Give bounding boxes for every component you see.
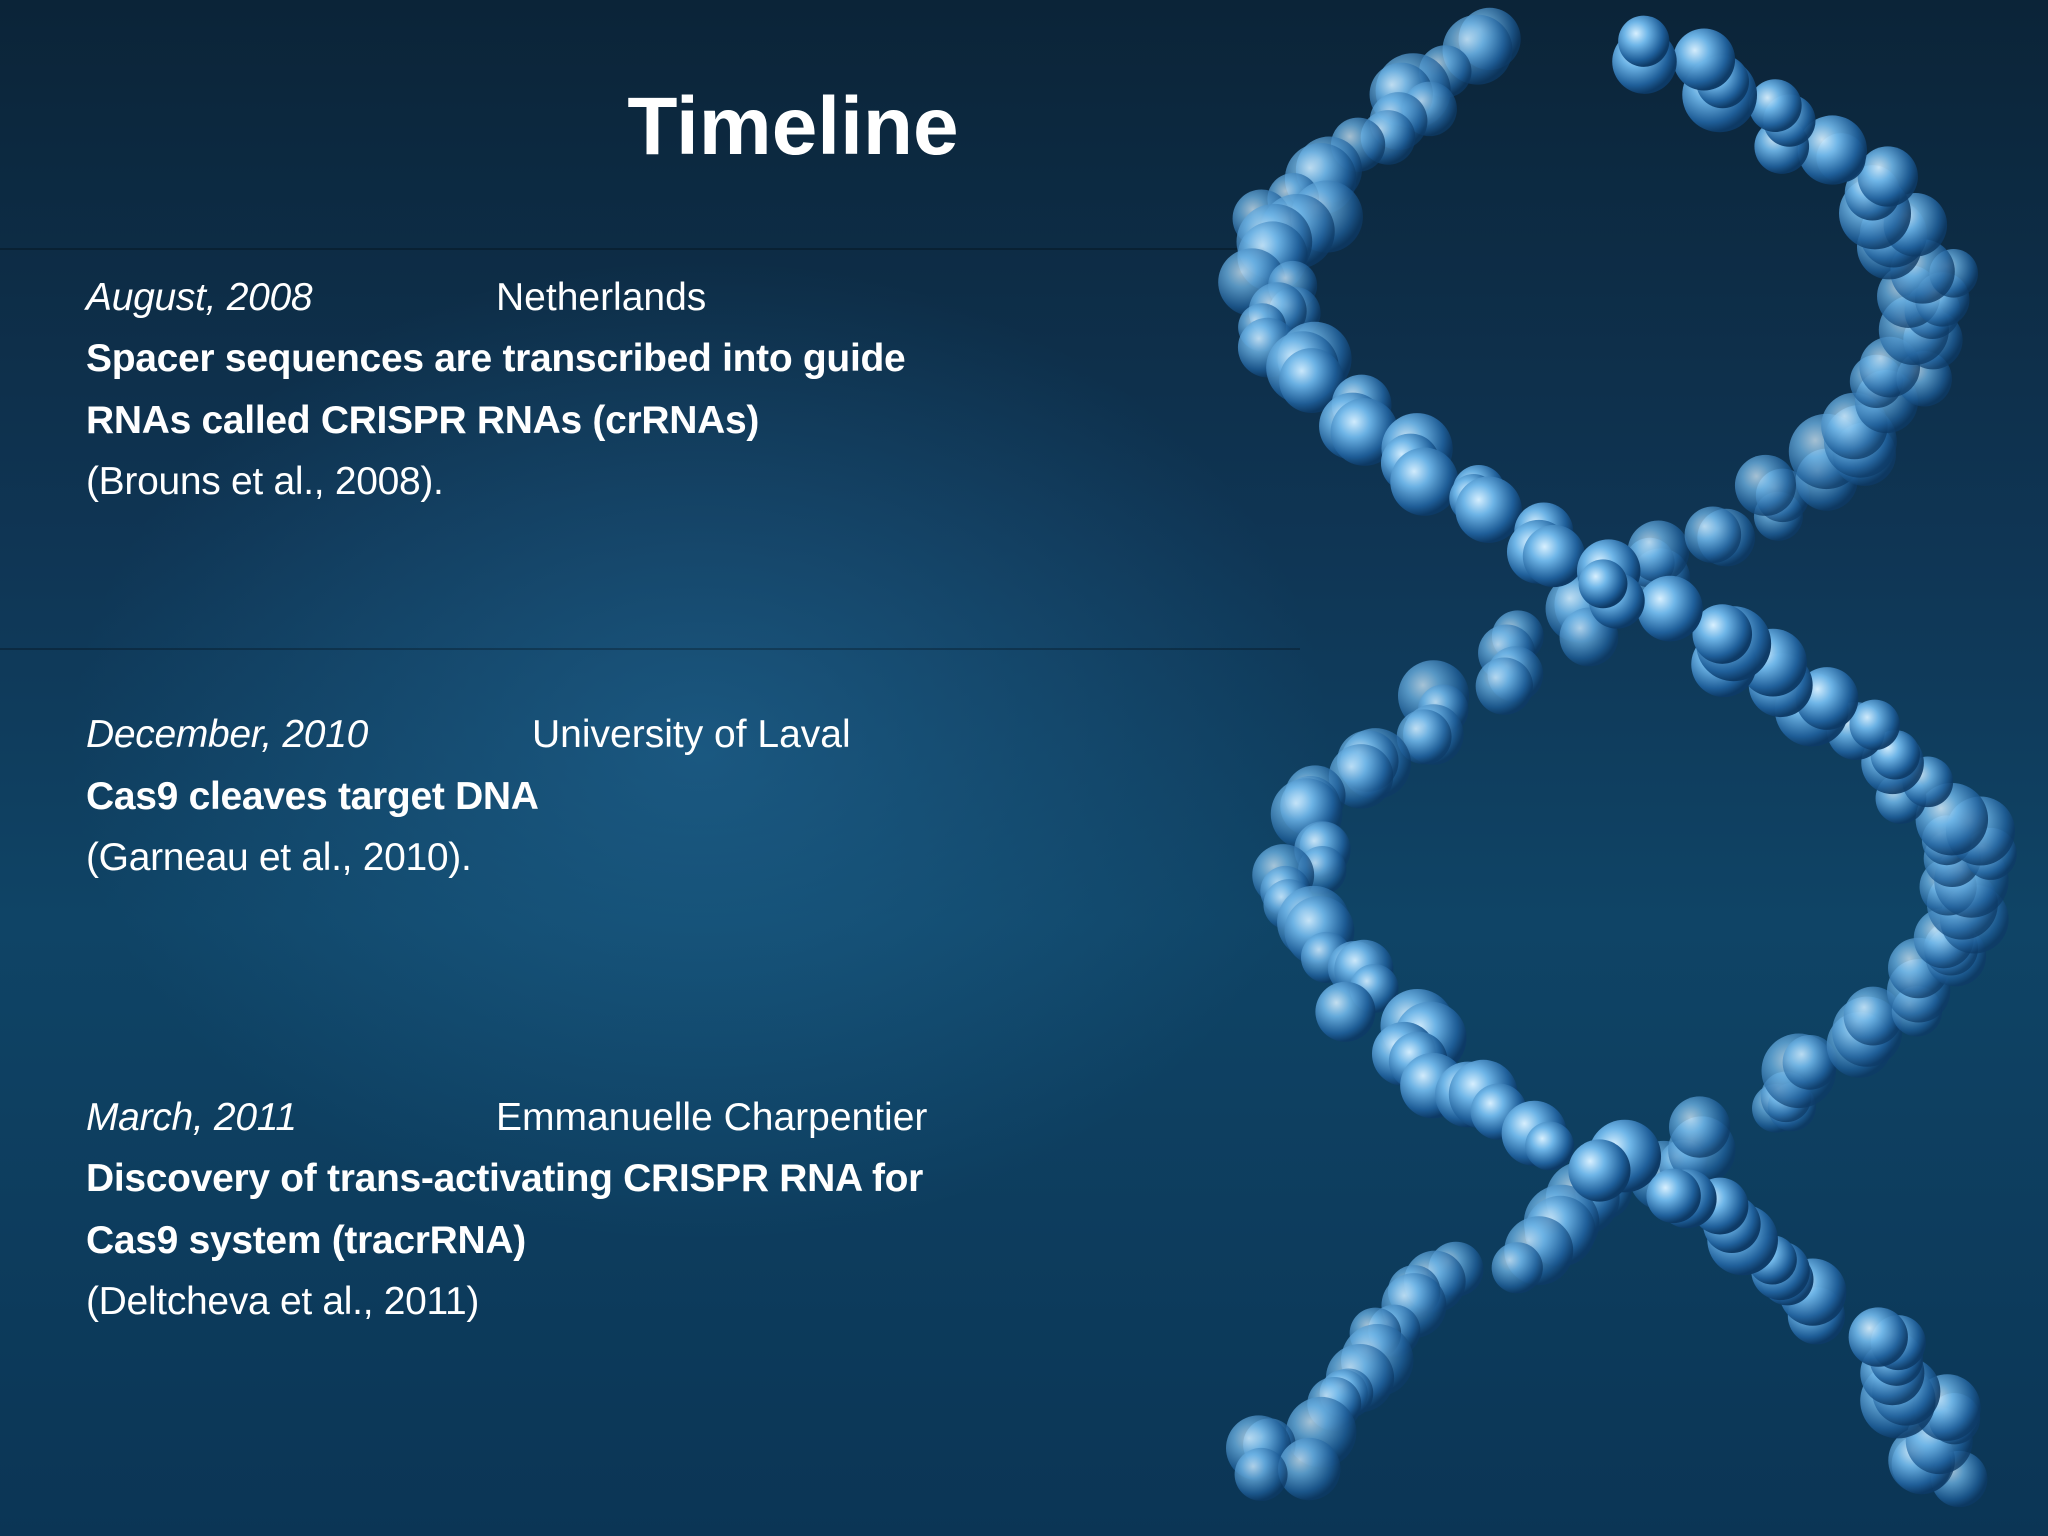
dna-bead bbox=[1618, 15, 1670, 67]
dna-bead bbox=[1578, 559, 1628, 609]
entry-2-citation: (Garneau et al., 2010). bbox=[86, 836, 472, 879]
entry-1-description-line-1: Spacer sequences are transcribed into gu… bbox=[86, 337, 906, 380]
background-stripe bbox=[0, 248, 1300, 250]
dna-bead bbox=[1857, 146, 1918, 207]
dna-bead bbox=[1627, 520, 1690, 583]
dna-bead bbox=[1782, 1035, 1838, 1090]
dna-bead bbox=[1491, 1242, 1543, 1294]
dna-bead bbox=[1315, 981, 1376, 1042]
dna-bead bbox=[1525, 1121, 1574, 1171]
dna-bead bbox=[1637, 575, 1703, 642]
dna-bead bbox=[1646, 1168, 1701, 1224]
dna-bead bbox=[1797, 115, 1867, 185]
entry-3-description-line-1: Discovery of trans-activating CRISPR RNA… bbox=[86, 1157, 924, 1200]
dna-bead bbox=[1668, 1096, 1731, 1158]
dna-helix-image bbox=[1218, 7, 2017, 1508]
entry-1-location: Netherlands bbox=[496, 276, 707, 319]
dna-bead bbox=[1849, 699, 1900, 751]
dna-bead bbox=[1522, 524, 1586, 588]
entry-2-description-line-1: Cas9 cleaves target DNA bbox=[86, 775, 539, 818]
dna-bead bbox=[1475, 657, 1533, 715]
entry-3-date: March, 2011 bbox=[86, 1096, 297, 1139]
slide-title: Timeline bbox=[627, 81, 959, 172]
dna-bead bbox=[1330, 398, 1399, 466]
dna-bead bbox=[1734, 454, 1797, 516]
entry-1-citation: (Brouns et al., 2008). bbox=[86, 460, 444, 503]
entry-3-description-line-2: Cas9 system (tracrRNA) bbox=[86, 1219, 526, 1262]
dna-bead bbox=[1692, 604, 1753, 664]
dna-bead bbox=[1843, 986, 1903, 1046]
entry-1-date: August, 2008 bbox=[86, 276, 313, 319]
background-stripe bbox=[0, 648, 1300, 650]
dna-bead bbox=[1396, 709, 1452, 765]
entry-3-location: Emmanuelle Charpentier bbox=[496, 1096, 928, 1139]
dna-bead bbox=[1278, 1437, 1341, 1501]
dna-bead bbox=[1848, 1307, 1908, 1367]
dna-bead bbox=[1279, 348, 1344, 413]
dna-bead bbox=[1748, 79, 1802, 133]
dna-bead bbox=[1390, 447, 1459, 516]
entry-2-location: University of Laval bbox=[532, 713, 851, 756]
entry-1-description-line-2: RNAs called CRISPR RNAs (crRNAs) bbox=[86, 399, 760, 442]
dna-bead bbox=[1684, 506, 1742, 564]
dna-bead bbox=[1673, 28, 1736, 91]
dna-bead bbox=[1568, 1139, 1631, 1202]
entry-3-citation: (Deltcheva et al., 2011) bbox=[86, 1280, 480, 1323]
entry-2-date: December, 2010 bbox=[86, 713, 368, 756]
dna-bead bbox=[1234, 1447, 1288, 1501]
dna-bead bbox=[1455, 476, 1522, 543]
